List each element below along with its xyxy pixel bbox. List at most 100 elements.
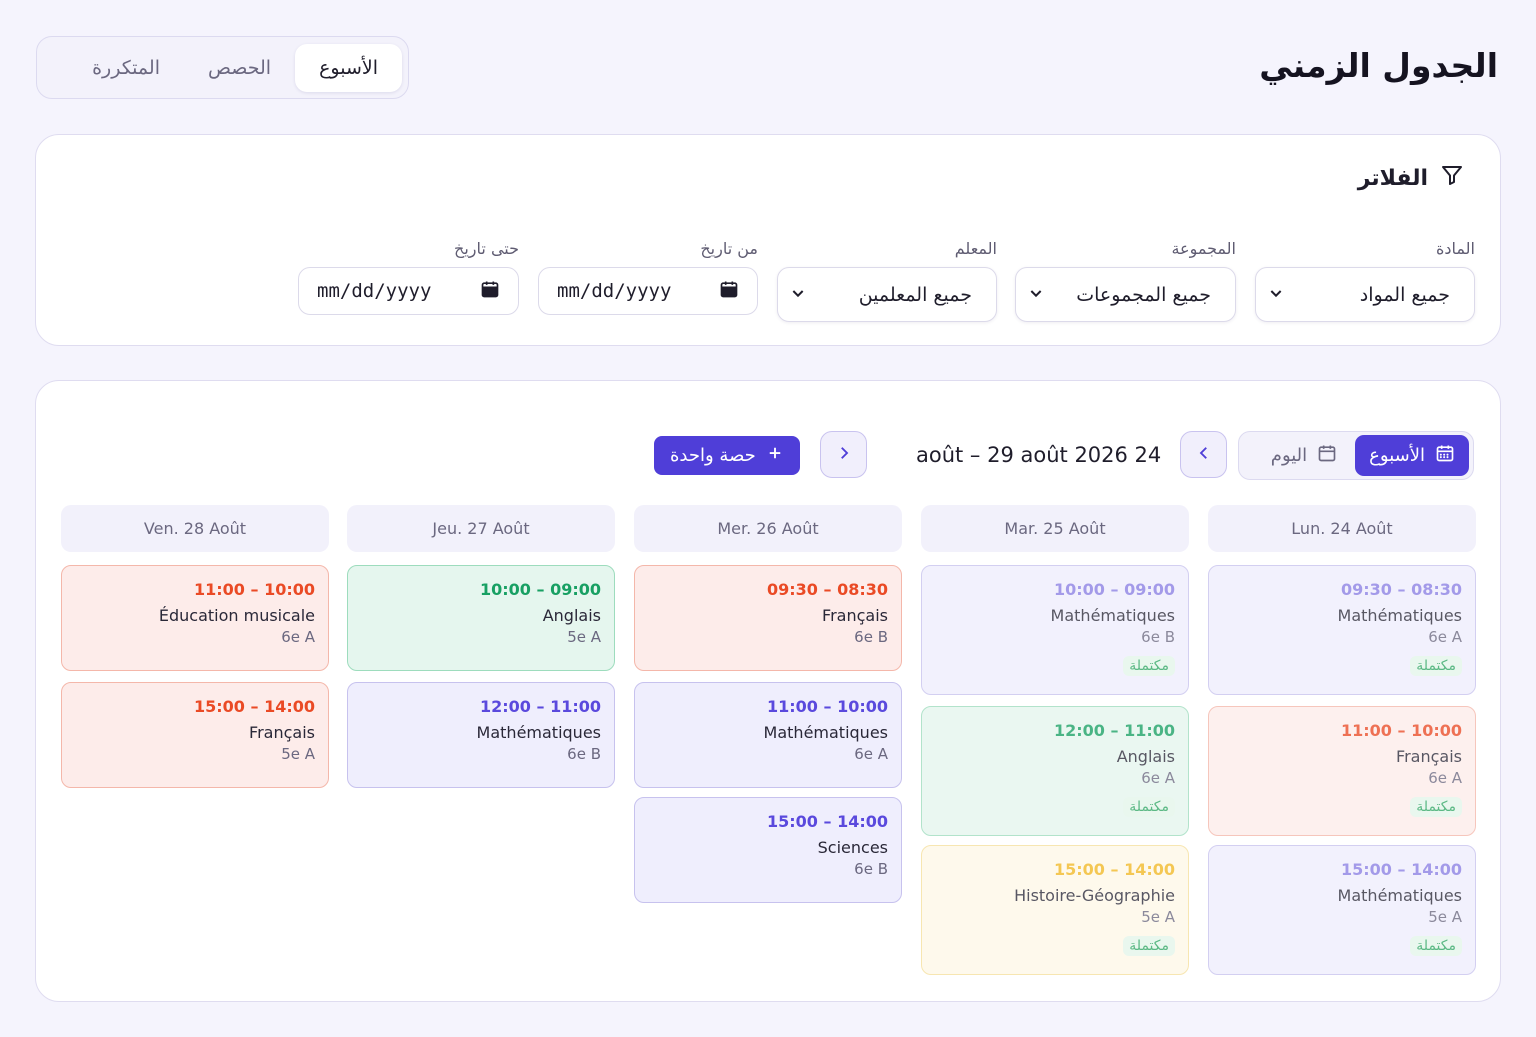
day-header: Ven. 28 Août [61, 505, 329, 552]
session-subject: Mathématiques [476, 723, 601, 742]
session-group: 5e A [1141, 908, 1175, 926]
session-group: 6e A [854, 745, 888, 763]
chevron-down-icon [1028, 284, 1044, 306]
session-subject: Français [249, 723, 315, 742]
calendar-grid-icon [1435, 443, 1455, 468]
day-header: Mer. 26 Août [634, 505, 902, 552]
session-group: 5e A [567, 628, 601, 646]
session-group: 6e B [854, 860, 888, 878]
status-badge: مكتملة [1123, 936, 1175, 956]
session-card[interactable]: 15:00 – 14:00 Histoire-Géographie 5e A مكتم… [921, 845, 1189, 975]
filters-title: الفلاتر [1357, 165, 1428, 191]
session-card[interactable]: 12:00 – 11:00 Anglais 6e A مكتملة [921, 706, 1189, 836]
session-card[interactable]: 11:00 – 10:00 Français 6e A مكتملة [1208, 706, 1476, 836]
from-date-input[interactable]: mm/dd/yyyy [538, 267, 758, 315]
day-column: Lun. 24 Août 09:30 – 08:30 Mathématiques 6e… [1208, 505, 1476, 975]
session-subject: Anglais [1116, 747, 1175, 766]
add-session-button[interactable]: حصة واحدة [654, 436, 800, 475]
teacher-label: المعلم [954, 239, 997, 258]
session-group: 6e B [1141, 628, 1175, 646]
date-range-label: août – 29 août 2026 24 [916, 443, 1162, 467]
session-time: 10:00 – 09:00 [480, 580, 601, 599]
filters-card: الفلاتر المادة جميع المواد المجموعة جميع… [35, 134, 1501, 346]
view-day-button[interactable]: اليوم [1257, 435, 1351, 476]
filter-icon [1440, 163, 1464, 193]
session-subject: Sciences [817, 838, 888, 857]
prev-week-button[interactable] [1180, 431, 1227, 478]
view-week-button[interactable]: الأسبوع [1355, 435, 1469, 476]
session-group: 6e A [1428, 769, 1462, 787]
session-card[interactable]: 15:00 – 14:00 Sciences 6e B [634, 797, 902, 903]
group-select[interactable]: جميع المجموعات [1015, 267, 1236, 322]
chevron-left-icon [1195, 444, 1213, 466]
session-group: 5e A [1428, 908, 1462, 926]
tab-recurring[interactable]: المتكررة [92, 56, 160, 79]
chevron-down-icon [1268, 284, 1284, 306]
session-time: 15:00 – 14:00 [1054, 860, 1175, 879]
day-column: Ven. 28 Août 11:00 – 10:00 Éducation music… [61, 505, 329, 788]
session-card[interactable]: 09:30 – 08:30 Mathématiques 6e A مكتملة [1208, 565, 1476, 695]
calendar-card: الأسبوع اليوم août – 29 août 2026 24 حصة… [35, 380, 1501, 1002]
day-header: Jeu. 27 Août [347, 505, 615, 552]
calendar-view-switch: الأسبوع اليوم [1238, 431, 1474, 480]
page-title: الجدول الزمني [1259, 46, 1498, 85]
calendar-icon [1317, 443, 1337, 468]
subject-select[interactable]: جميع المواد [1255, 267, 1475, 322]
status-badge: مكتملة [1410, 656, 1462, 676]
session-subject: Mathématiques [1337, 606, 1462, 625]
calendar-icon [480, 279, 500, 304]
session-subject: Histoire-Géographie [1014, 886, 1175, 905]
chevron-right-icon [835, 444, 853, 466]
session-group: 6e A [1428, 628, 1462, 646]
next-week-button[interactable] [820, 431, 867, 478]
plus-icon [766, 444, 784, 467]
session-time: 10:00 – 09:00 [1054, 580, 1175, 599]
session-card[interactable]: 10:00 – 09:00 Anglais 5e A [347, 565, 615, 671]
tab-sessions[interactable]: الحصص [207, 56, 272, 79]
session-time: 12:00 – 11:00 [1054, 721, 1175, 740]
session-card[interactable]: 10:00 – 09:00 Mathématiques 6e B مكتملة [921, 565, 1189, 695]
session-time: 15:00 – 14:00 [194, 697, 315, 716]
session-time: 09:30 – 08:30 [767, 580, 888, 599]
session-group: 6e B [567, 745, 601, 763]
calendar-icon [719, 279, 739, 304]
session-card[interactable]: 15:00 – 14:00 Français 5e A [61, 682, 329, 788]
to-date-value: mm/dd/yyyy [317, 280, 432, 302]
subject-select-value: جميع المواد [1359, 283, 1450, 306]
filters-header: الفلاتر [1358, 163, 1464, 193]
session-time: 11:00 – 10:00 [767, 697, 888, 716]
teacher-select[interactable]: جميع المعلمين [777, 267, 997, 322]
session-subject: Anglais [542, 606, 601, 625]
day-header: Lun. 24 Août [1208, 505, 1476, 552]
chevron-down-icon [790, 284, 806, 306]
status-badge: مكتملة [1123, 797, 1175, 817]
group-label: المجموعة [1171, 239, 1236, 258]
session-card[interactable]: 09:30 – 08:30 Français 6e B [634, 565, 902, 671]
session-card[interactable]: 12:00 – 11:00 Mathématiques 6e B [347, 682, 615, 788]
view-tabs: الأسبوع الحصص المتكررة [36, 36, 409, 99]
session-time: 15:00 – 14:00 [767, 812, 888, 831]
from-date-value: mm/dd/yyyy [557, 280, 672, 302]
session-time: 12:00 – 11:00 [480, 697, 601, 716]
add-session-label: حصة واحدة [670, 445, 756, 466]
session-group: 6e B [854, 628, 888, 646]
session-subject: Éducation musicale [158, 606, 315, 625]
day-column: Mar. 25 Août 10:00 – 09:00 Mathématiques 6e… [921, 505, 1189, 975]
session-subject: Français [822, 606, 888, 625]
to-date-label: حتى تاريخ [454, 239, 519, 258]
session-card[interactable]: 15:00 – 14:00 Mathématiques 5e A مكتملة [1208, 845, 1476, 975]
session-card[interactable]: 11:00 – 10:00 Mathématiques 6e A [634, 682, 902, 788]
session-subject: Mathématiques [1050, 606, 1175, 625]
session-group: 6e A [281, 628, 315, 646]
session-card[interactable]: 11:00 – 10:00 Éducation musicale 6e A [61, 565, 329, 671]
session-time: 15:00 – 14:00 [1341, 860, 1462, 879]
session-group: 6e A [1141, 769, 1175, 787]
status-badge: مكتملة [1410, 936, 1462, 956]
session-group: 5e A [281, 745, 315, 763]
day-header: Mar. 25 Août [921, 505, 1189, 552]
session-time: 09:30 – 08:30 [1341, 580, 1462, 599]
subject-label: المادة [1436, 239, 1475, 258]
to-date-input[interactable]: mm/dd/yyyy [298, 267, 519, 315]
tab-week[interactable]: الأسبوع [295, 43, 402, 92]
status-badge: مكتملة [1410, 797, 1462, 817]
